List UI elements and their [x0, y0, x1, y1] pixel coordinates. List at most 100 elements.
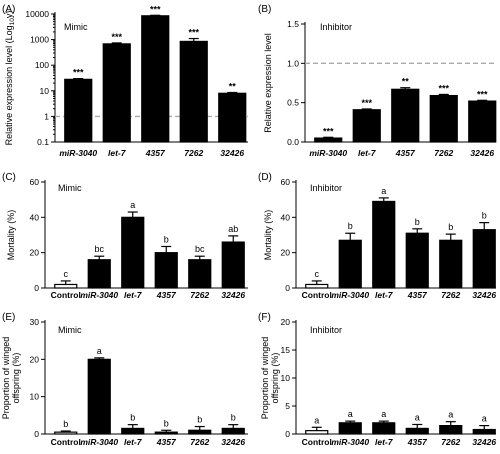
- x-tick-label: miR-3040: [59, 148, 97, 158]
- bar-annotation: ***: [477, 89, 488, 99]
- inset-label: Inhibitor: [310, 325, 342, 335]
- x-tick-label: 32426: [472, 290, 496, 300]
- y-axis-label: Relative expression level: [263, 33, 273, 133]
- bar-control: [305, 430, 329, 435]
- bar-32426: [468, 100, 497, 143]
- bar-annotation: b: [164, 234, 169, 244]
- y-tick-label: 0.0: [287, 137, 299, 147]
- y-axis-label: Proportion of wingedoffspring (%): [1, 337, 21, 420]
- x-tick-label: Control: [302, 290, 332, 300]
- x-tick-label: 32426: [221, 290, 245, 300]
- bar-let-7: [352, 109, 381, 143]
- y-tick-label: 60: [30, 177, 40, 187]
- bar-annotation: a: [130, 200, 135, 210]
- inset-label: Mimic: [64, 22, 88, 32]
- bar-7262: [188, 429, 212, 435]
- panel-label: (E): [2, 312, 15, 323]
- y-tick-label: 0: [285, 283, 290, 293]
- y-tick-label: 0: [34, 283, 39, 293]
- bar-let-7: [121, 427, 145, 435]
- bar-mir-3040: [87, 358, 111, 435]
- x-tick-label: 4357: [145, 148, 166, 158]
- bar-mir-3040: [87, 259, 111, 289]
- x-tick-label: let-7: [358, 148, 377, 158]
- x-tick-label: 7262: [190, 437, 209, 447]
- x-tick-label: 32426: [220, 148, 244, 158]
- y-tick-label: 40: [281, 212, 291, 222]
- x-tick-label: Control: [51, 437, 81, 447]
- x-tick-label: let-7: [375, 290, 394, 300]
- x-tick-label: Control: [302, 437, 332, 447]
- y-tick-label: 1.5: [287, 19, 299, 29]
- bar-let-7: [121, 216, 145, 289]
- panel-label: (B): [258, 4, 271, 15]
- y-tick-label: 1: [44, 111, 49, 121]
- chart-panel-F: (F) Inhibitor Proportion of wingedoffsprin…: [258, 312, 496, 447]
- bar-annotation: ***: [111, 32, 122, 42]
- axes: [292, 180, 496, 289]
- bar-4357: [154, 431, 178, 435]
- x-tick-label: 4357: [156, 290, 177, 300]
- y-tick-label: 1.0: [287, 58, 299, 68]
- y-tick-label: 0.5: [287, 98, 299, 108]
- inset-label: Inhibitor: [320, 22, 352, 32]
- bar-control: [305, 283, 329, 289]
- x-tick-label: 7262: [441, 437, 460, 447]
- bar-annotation: b: [448, 222, 453, 232]
- bar-annotation: b: [415, 217, 420, 227]
- x-tick-label: 32426: [221, 437, 245, 447]
- chart-panel-E: (E) Mimic Proportion of wingedoffspring (%…: [1, 312, 248, 447]
- bar-let-7: [372, 422, 396, 435]
- y-tick-label: 0.1: [37, 137, 49, 147]
- bar-annotation: c: [64, 269, 69, 279]
- y-tick-label: 20: [30, 354, 40, 364]
- panel-label: (D): [258, 172, 272, 183]
- y-tick-label: 60: [281, 177, 291, 187]
- bar-mir-3040: [64, 78, 93, 143]
- bar-annotation: a: [482, 414, 487, 424]
- axes: [292, 320, 496, 435]
- y-tick-label: 20: [281, 317, 291, 327]
- bar-control: [54, 283, 78, 289]
- panel-label: (C): [2, 172, 16, 183]
- y-tick-label: 0: [285, 429, 290, 439]
- bar-mir-3040: [338, 239, 362, 289]
- y-tick-label: 1000: [30, 35, 49, 45]
- bar-let-7: [102, 43, 131, 143]
- y-tick-label: 10: [281, 373, 291, 383]
- x-tick-label: let-7: [124, 290, 143, 300]
- bar-32426: [472, 428, 496, 435]
- bar-annotation: bc: [195, 244, 205, 254]
- axes: [41, 320, 248, 435]
- y-tick-label: 10: [30, 392, 40, 402]
- bar-annotation: **: [229, 81, 237, 91]
- bar-annotation: a: [97, 346, 102, 356]
- x-tick-label: 32426: [470, 148, 494, 158]
- chart-panel-D: (D) Inhibitor Mortality (%) 0 20 40 60 c Control…: [258, 172, 496, 300]
- bar-4357: [141, 15, 170, 143]
- bar-4357: [405, 427, 429, 435]
- bar-annotation: **: [402, 77, 410, 87]
- bar-annotation: b: [482, 211, 487, 221]
- bar-annotation: a: [381, 409, 386, 419]
- bar-annotation: c: [315, 269, 320, 279]
- bar-annotation: a: [415, 412, 420, 422]
- y-tick-label: 10: [40, 86, 50, 96]
- bar-annotation: bc: [94, 244, 104, 254]
- y-axis-label: Mortality (%): [263, 210, 273, 261]
- y-axis-label: Mortality (%): [6, 210, 16, 261]
- bar-7262: [439, 239, 463, 289]
- bar-7262: [179, 40, 208, 143]
- y-axis-label: Proportion of wingedoffspring (%): [260, 337, 280, 420]
- y-tick-label: 20: [281, 248, 291, 258]
- bar-annotation: ***: [438, 83, 449, 93]
- bar-32426: [221, 427, 245, 435]
- x-tick-label: let-7: [375, 437, 394, 447]
- bar-annotation: a: [381, 186, 386, 196]
- bar-32426: [218, 92, 247, 143]
- bar-mir-3040: [338, 422, 362, 435]
- x-tick-label: 4357: [395, 148, 416, 158]
- y-tick-label: 30: [30, 317, 40, 327]
- y-tick-label: 5: [285, 401, 290, 411]
- bar-annotation: ab: [228, 224, 238, 234]
